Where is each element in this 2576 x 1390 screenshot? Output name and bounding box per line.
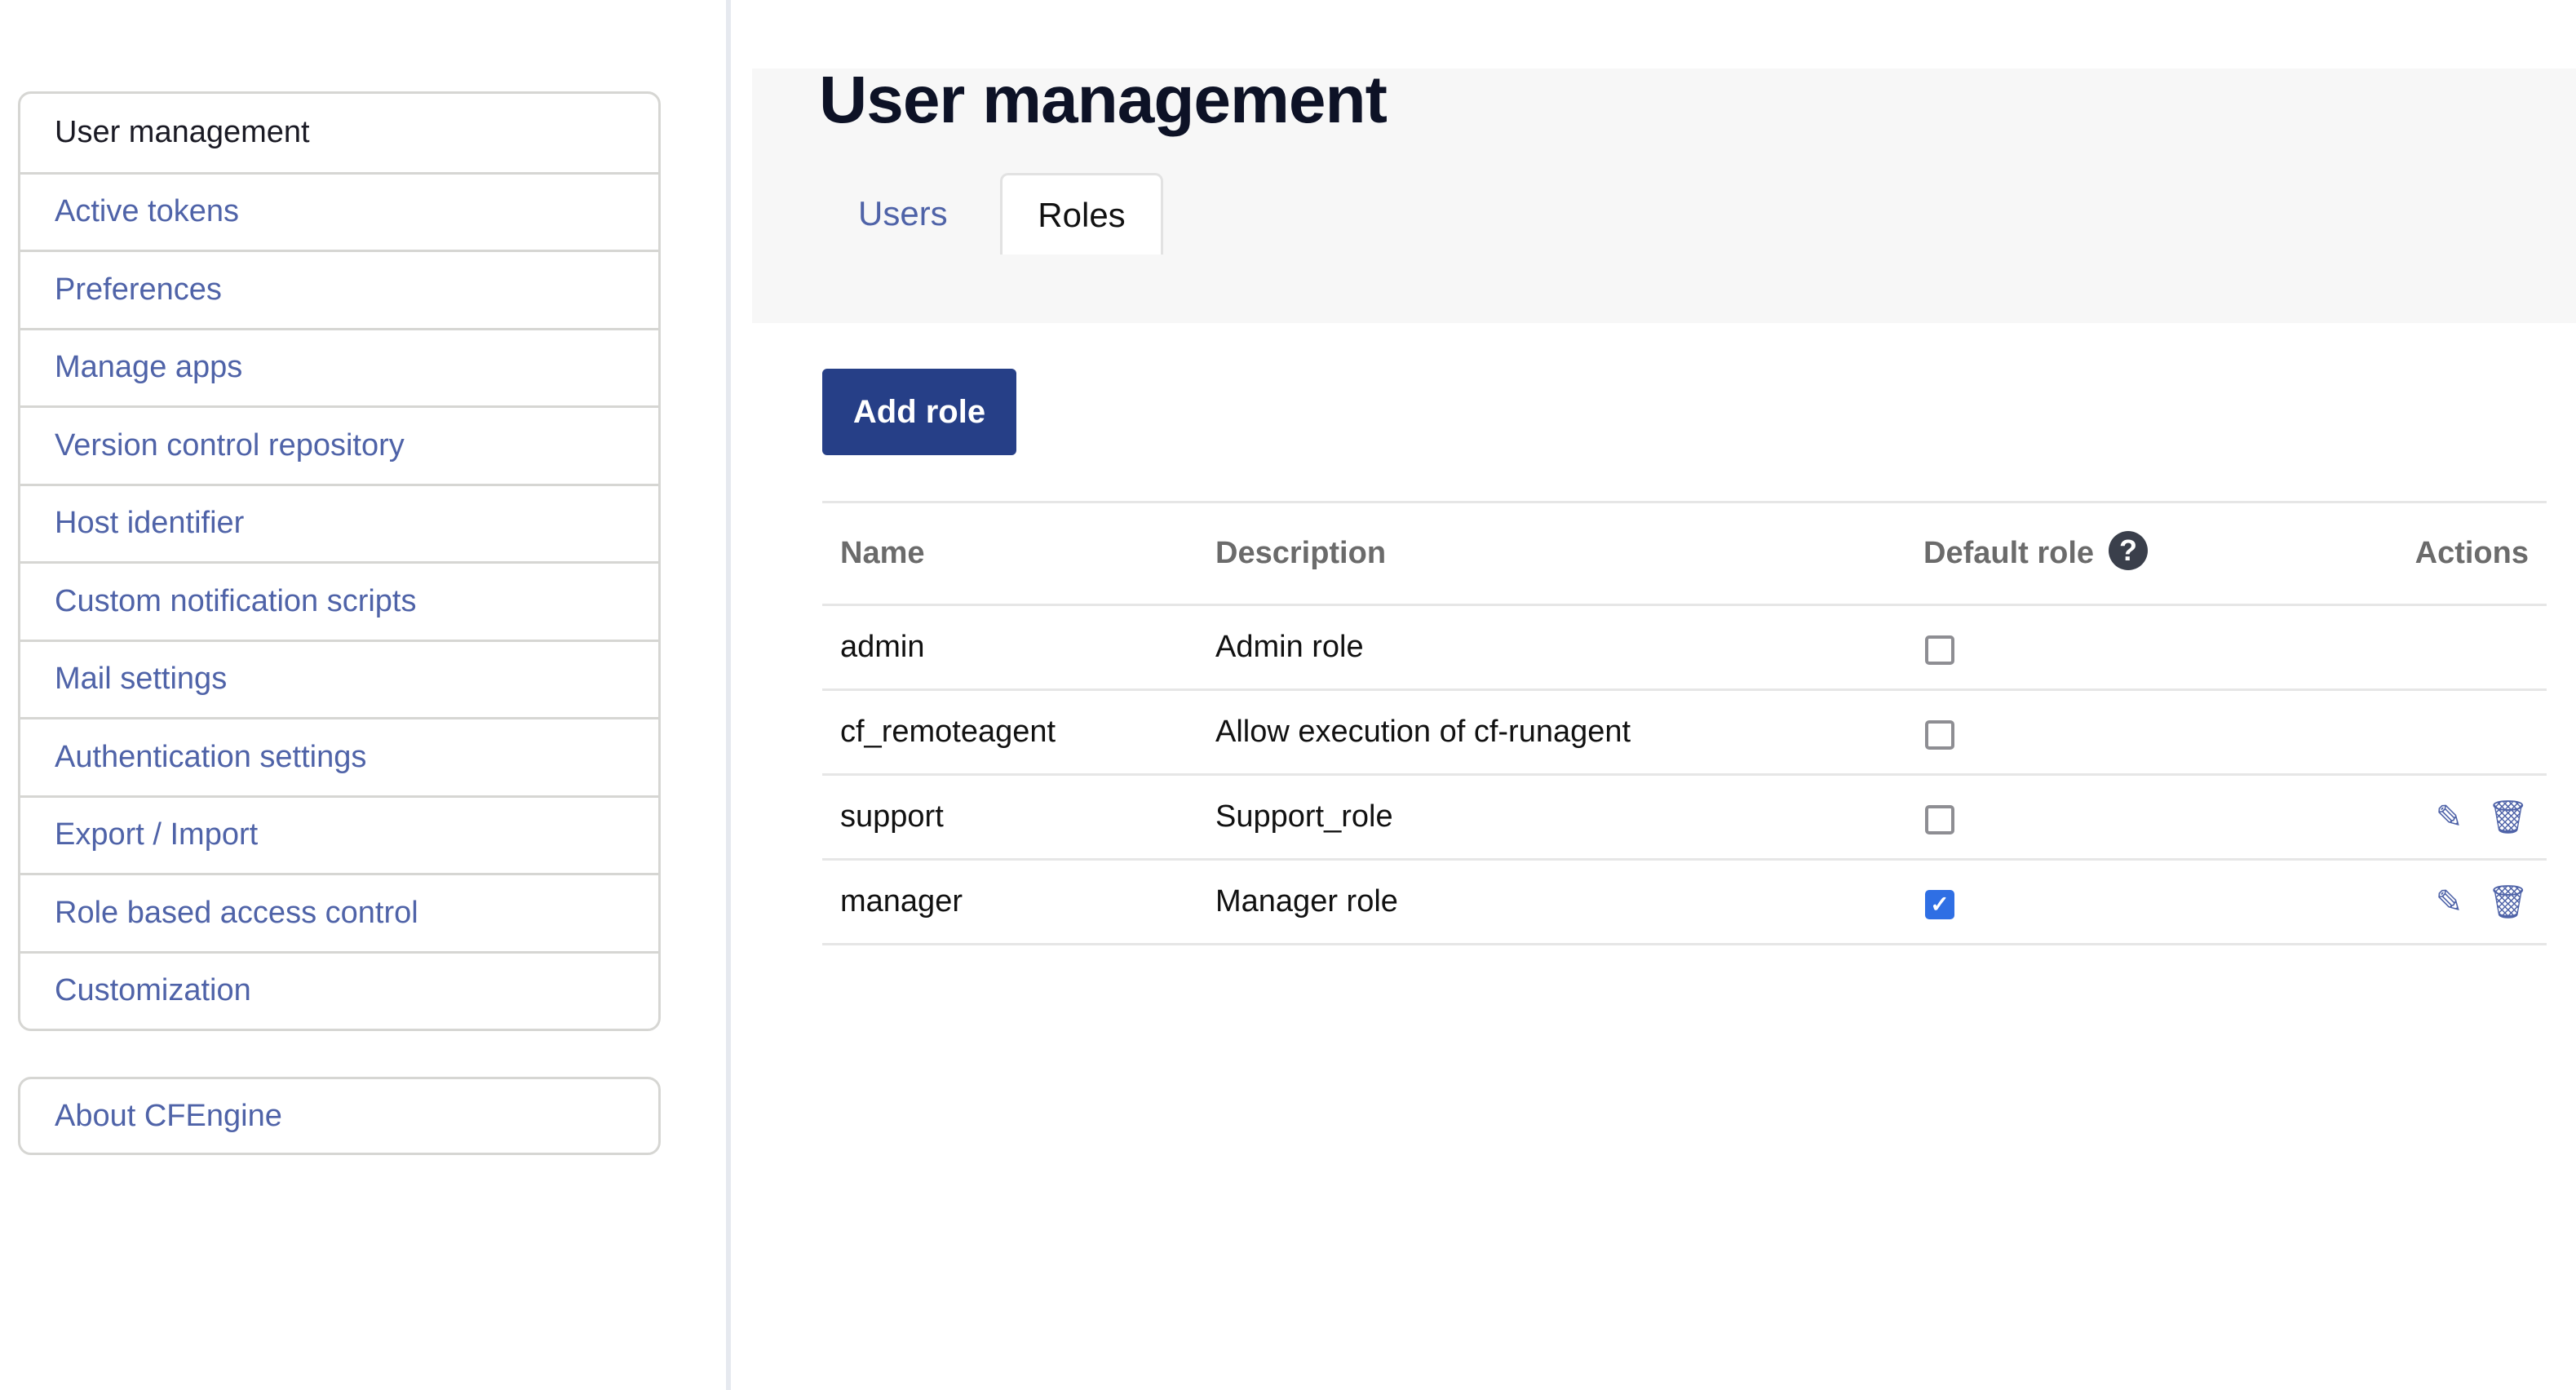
role-description: Manager role <box>1215 884 1398 919</box>
role-name: cf_remoteagent <box>840 715 1056 749</box>
roles-table: Name Description Default role? Actions a… <box>822 501 2547 945</box>
trash-icon[interactable]: 🗑 <box>2487 884 2529 920</box>
sidebar-item-about[interactable]: About CFEngine <box>18 1077 661 1155</box>
sidebar-item-user-management[interactable]: User management <box>55 115 310 150</box>
sidebar-item-active-tokens[interactable]: Active tokens <box>20 171 658 250</box>
default-role-checkbox[interactable] <box>1925 719 1954 750</box>
column-name: Name <box>840 536 925 570</box>
edit-pencil-icon[interactable]: ✎ <box>2435 799 2463 835</box>
sidebar-item-mail-settings[interactable]: Mail settings <box>20 639 658 718</box>
sidebar-item-export-import[interactable]: Export / Import <box>20 795 658 874</box>
default-role-checkbox[interactable]: ✓ <box>1925 889 1954 919</box>
table-row: cf_remoteagent Allow execution of cf-run… <box>822 691 2547 776</box>
add-role-button[interactable]: Add role <box>822 369 1016 455</box>
sidebar-item-manage-apps[interactable]: Manage apps <box>20 327 658 406</box>
column-default-role: Default role? <box>1923 530 2331 571</box>
question-circle-icon[interactable]: ? <box>2109 530 2149 570</box>
sidebar-item-customization[interactable]: Customization <box>20 950 658 1029</box>
sidebar-item-version-control-repository[interactable]: Version control repository <box>20 405 658 484</box>
tab-users[interactable]: Users <box>858 194 948 232</box>
column-actions: Actions <box>2414 536 2529 570</box>
settings-sidebar: User management Active tokens Preferences M… <box>18 91 661 1031</box>
role-description: Allow execution of cf-runagent <box>1215 715 1631 749</box>
column-default-role-label: Default role <box>1923 536 2095 570</box>
role-description: Support_role <box>1215 799 1393 834</box>
table-row: manager Manager role ✓ ✎ 🗑 <box>822 861 2547 945</box>
default-role-checkbox[interactable] <box>1925 635 1954 665</box>
sidebar-item-preferences[interactable]: Preferences <box>20 250 658 328</box>
role-description: Admin role <box>1215 630 1364 664</box>
column-description: Description <box>1215 536 1387 570</box>
table-header: Name Description Default role? Actions <box>822 503 2547 606</box>
role-name: admin <box>840 630 925 664</box>
role-name: support <box>840 799 944 834</box>
edit-pencil-icon[interactable]: ✎ <box>2435 883 2463 920</box>
page-title: User management <box>819 63 1388 137</box>
sidebar-item-custom-notification-scripts[interactable]: Custom notification scripts <box>20 561 658 640</box>
table-row: support Support_role ✎ 🗑 <box>822 776 2547 861</box>
table-row: admin Admin role <box>822 606 2547 691</box>
tab-roles[interactable]: Roles <box>1000 173 1163 255</box>
role-name: manager <box>840 884 963 919</box>
sidebar-item-host-identifier[interactable]: Host identifier <box>20 483 658 562</box>
trash-icon[interactable]: 🗑 <box>2487 799 2529 835</box>
sidebar-item-authentication-settings[interactable]: Authentication settings <box>20 717 658 795</box>
sidebar-item-role-based-access-control[interactable]: Role based access control <box>20 873 658 951</box>
default-role-checkbox[interactable] <box>1925 804 1954 834</box>
sidebar-divider <box>726 0 731 1390</box>
